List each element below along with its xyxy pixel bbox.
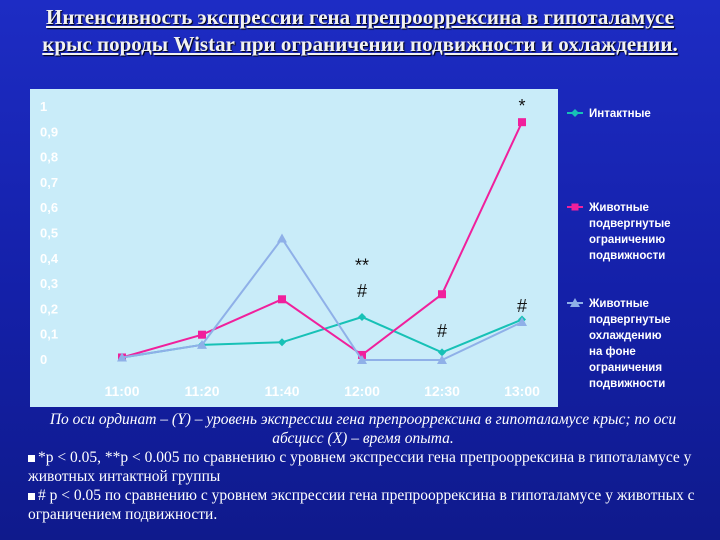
data-point xyxy=(277,233,287,243)
x-tick-label: 11:40 xyxy=(264,383,299,399)
y-tick-label: 0,2 xyxy=(40,301,58,316)
legend-label: ограничению xyxy=(589,234,665,246)
data-point xyxy=(278,295,286,304)
y-tick-label: 0,7 xyxy=(40,175,58,190)
x-tick-label: 11:20 xyxy=(184,383,219,399)
y-tick-label: 0,8 xyxy=(40,150,58,165)
legend-label: Животные xyxy=(588,202,649,214)
significance-annotation: # xyxy=(437,321,447,341)
legend-label: подвергнутые xyxy=(589,314,671,326)
significance-annotation: # xyxy=(517,296,527,316)
bullet-icon xyxy=(28,492,35,500)
legend-label: охлаждению xyxy=(589,330,662,342)
significance-annotation: ** xyxy=(355,255,369,275)
data-point xyxy=(437,355,447,364)
x-tick-label: 12:30 xyxy=(424,383,460,399)
significance-note-1: *p < 0.05, **p < 0.005 по сравнению с ур… xyxy=(28,448,698,486)
significance-note-2: # p < 0.05 по сравнению с уровнем экспре… xyxy=(28,486,698,524)
significance-annotation: * xyxy=(518,96,525,116)
data-point xyxy=(117,352,127,362)
series-line xyxy=(121,236,523,361)
legend-marker xyxy=(571,203,579,211)
legend-label: подвергнутые xyxy=(589,218,671,230)
y-tick-label: 0,3 xyxy=(40,276,58,291)
significance-annotation: # xyxy=(357,281,367,301)
chart: 0 0,1 0,2 0,3 0,4 0,5 0,6 0,7 0,8 0,9 1 11:00 11:20 1… xyxy=(30,89,698,407)
y-tick-label: 0,1 xyxy=(40,327,58,342)
series-line xyxy=(121,121,523,359)
legend-marker xyxy=(570,298,580,307)
y-tick-label: 0,5 xyxy=(40,226,58,241)
significance-note-2-text: # p < 0.05 по сравнению с уровнем экспре… xyxy=(28,487,695,523)
data-point xyxy=(197,339,207,349)
axis-note: По оси ординат – (Y) – уровень экспресси… xyxy=(49,411,677,447)
x-tick-label: 12:00 xyxy=(344,383,380,399)
data-point xyxy=(357,355,367,364)
significance-note-1-text: *p < 0.05, **p < 0.005 по сравнению с ур… xyxy=(28,449,692,485)
data-point xyxy=(358,350,366,359)
y-tick-label: 1 xyxy=(40,99,47,114)
legend-label: Интактные xyxy=(589,108,651,120)
y-tick-label: 0,9 xyxy=(40,124,58,139)
x-tick-label: 13:00 xyxy=(504,383,540,399)
data-point xyxy=(518,118,526,127)
data-point xyxy=(438,290,446,299)
legend-label: подвижности xyxy=(589,250,665,262)
plot-area xyxy=(30,89,558,407)
y-tick-label: 0,4 xyxy=(40,251,59,266)
x-tick-label: 11:00 xyxy=(104,383,139,399)
data-point xyxy=(278,338,286,347)
data-point xyxy=(198,330,206,339)
data-point xyxy=(517,317,527,327)
legend-label: подвижности xyxy=(589,378,665,390)
legend-label: на фоне xyxy=(589,346,636,358)
legend-label: ограничения xyxy=(589,362,662,374)
chart-svg: 0 0,1 0,2 0,3 0,4 0,5 0,6 0,7 0,8 0,9 1 11:00 11:20 1… xyxy=(30,89,671,407)
data-point xyxy=(438,348,446,357)
legend-label: Животные xyxy=(588,298,649,310)
y-tick-label: 0 xyxy=(40,352,47,367)
legend-marker xyxy=(571,109,579,117)
data-point xyxy=(358,312,366,321)
page-title: Интенсивность экспрессии гена препроорре… xyxy=(42,5,678,56)
caption: По оси ординат – (Y) – уровень экспресси… xyxy=(28,410,698,524)
bullet-icon xyxy=(28,454,35,462)
y-tick-label: 0,6 xyxy=(40,200,58,215)
